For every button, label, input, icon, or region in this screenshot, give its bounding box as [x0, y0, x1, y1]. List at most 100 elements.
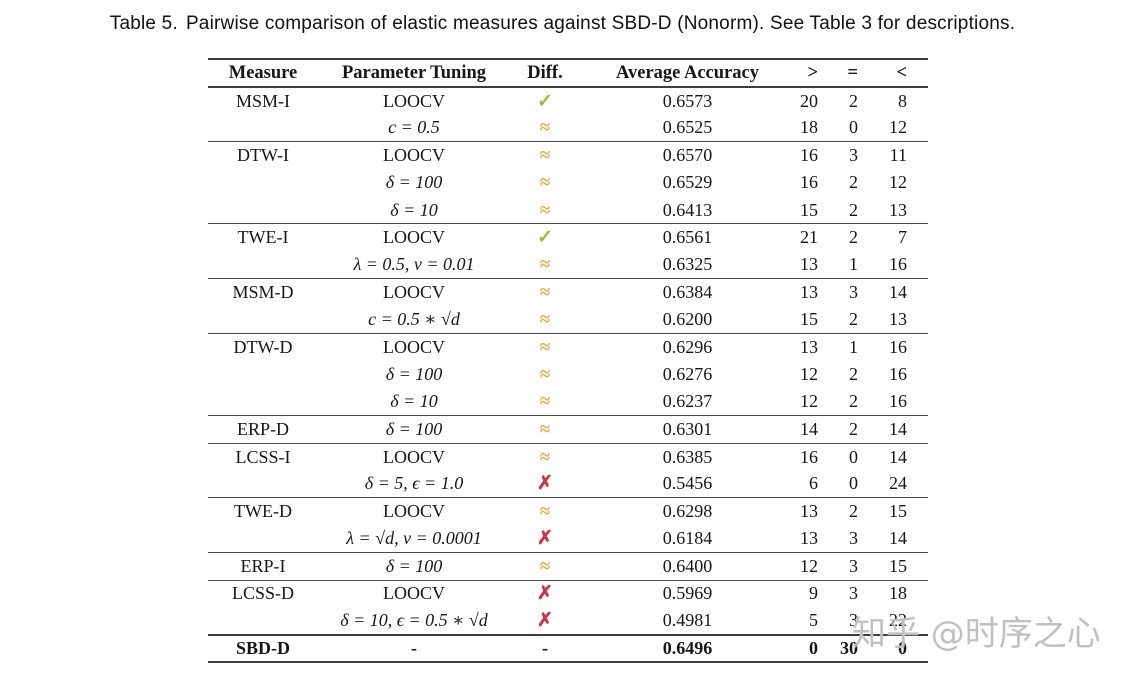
measure-cell [208, 470, 318, 497]
accuracy-cell: 0.6325 [662, 254, 713, 275]
losses-cell: 13 [889, 309, 907, 330]
diff-cell: ✗ [510, 607, 580, 634]
table-row: TWE-I LOOCV ✓ 0.6561 21 2 7 [208, 223, 928, 251]
table-row: c = 0.5 ≈0.6525 18 0 12 [208, 114, 928, 141]
parameter-cell: δ = 10 [390, 199, 438, 220]
wins-cell: 15 [800, 309, 818, 330]
losses-cell: 16 [889, 336, 907, 357]
table-row: λ = 0.5, ν = 0.01 ≈0.6325 13 1 16 [208, 251, 928, 278]
diff-cell: ≈ [510, 251, 580, 278]
losses-cell: 8 [898, 90, 907, 111]
table-row: DTW-I LOOCV ≈0.6570 16 3 11 [208, 141, 928, 169]
wins-cell: 12 [800, 555, 818, 576]
accuracy-cell: 0.6384 [662, 282, 713, 303]
parameter-cell: LOOCV [383, 501, 445, 522]
ties-cell: 0 [849, 446, 858, 467]
approx-icon: ≈ [539, 391, 551, 413]
table-body: MSM-I LOOCV ✓ 0.6573 20 2 8 c = 0.5 ≈0.6525 18 0 12… [208, 87, 928, 662]
col-header-less: < [896, 62, 907, 83]
measure-cell: ERP-D [236, 418, 289, 439]
accuracy-cell: 0.6385 [662, 446, 713, 467]
col-header-measure: Measure [228, 62, 298, 83]
measure-cell [208, 388, 318, 415]
accuracy-cell: 0.6561 [662, 227, 713, 248]
losses-cell: 7 [898, 227, 907, 248]
ties-cell: 3 [849, 282, 858, 303]
cross-icon: ✗ [537, 473, 553, 495]
accuracy-cell: 0.6570 [662, 145, 713, 166]
diff-cell: ≈ [510, 197, 580, 224]
losses-cell: 14 [889, 528, 907, 549]
accuracy-cell: 0.6276 [662, 364, 713, 385]
diff-cell: ≈ [510, 361, 580, 388]
ties-cell: 2 [849, 90, 858, 111]
ties-cell: 1 [849, 336, 858, 357]
cross-icon: ✗ [537, 610, 553, 632]
ties-cell: 3 [849, 555, 858, 576]
table-row: DTW-D LOOCV ≈0.6296 13 1 16 [208, 333, 928, 361]
col-header-parameter-tuning: Parameter Tuning [341, 62, 487, 83]
wins-cell: 21 [800, 227, 818, 248]
ties-cell: 1 [849, 254, 858, 275]
parameter-cell: δ = 100 [385, 172, 443, 193]
table-row: δ = 10, ϵ = 0.5 ∗ √d ✗ 0.4981 5 3 22 [208, 607, 928, 634]
losses-cell: 16 [889, 391, 907, 412]
diff-cell: ≈ [510, 443, 580, 470]
approx-icon: ≈ [539, 501, 551, 523]
losses-cell: 12 [889, 172, 907, 193]
wins-cell: 12 [800, 364, 818, 385]
losses-cell: 18 [889, 583, 907, 604]
col-header-average-accuracy: Average Accuracy [616, 62, 759, 83]
ties-cell: 2 [849, 199, 858, 220]
measure-cell: TWE-D [234, 501, 292, 522]
wins-cell: 15 [800, 199, 818, 220]
diff-cell: ≈ [510, 334, 580, 361]
measure-cell [208, 525, 318, 552]
approx-icon: ≈ [539, 172, 551, 194]
table-caption: Table 5. Pairwise comparison of elastic m… [0, 13, 1125, 35]
wins-cell: 9 [809, 583, 818, 604]
table-row: δ = 100 ≈0.6529 16 2 12 [208, 169, 928, 196]
check-icon: ✓ [537, 90, 553, 112]
approx-icon: ≈ [539, 336, 551, 358]
measure-cell: DTW-I [237, 145, 289, 166]
losses-cell: 12 [889, 117, 907, 138]
accuracy-cell: 0.6301 [662, 418, 713, 439]
ties-cell: 3 [849, 583, 858, 604]
diff-cell: ≈ [510, 553, 580, 580]
wins-cell: 18 [800, 117, 818, 138]
parameter-cell: LOOCV [383, 145, 445, 166]
diff-cell: - [510, 635, 580, 662]
table-row: δ = 10 ≈0.6237 12 2 16 [208, 388, 928, 415]
approx-icon: ≈ [539, 282, 551, 304]
losses-cell: 15 [889, 555, 907, 576]
table-row: LCSS-I LOOCV ≈0.6385 16 0 14 [208, 443, 928, 470]
parameter-cell: LOOCV [383, 282, 445, 303]
measure-cell: TWE-I [237, 227, 289, 248]
wins-cell: 13 [800, 336, 818, 357]
parameter-cell: δ = 100 [385, 555, 443, 576]
approx-icon: ≈ [539, 117, 551, 139]
diff-cell: ✓ [510, 224, 580, 251]
diff-cell: ≈ [510, 498, 580, 525]
table-row: λ = √d, ν = 0.0001 ✗ 0.6184 13 3 14 [208, 525, 928, 552]
ties-cell: 2 [849, 309, 858, 330]
parameter-cell: δ = 10 [390, 391, 438, 412]
measure-cell [208, 197, 318, 224]
parameter-cell: λ = 0.5, ν = 0.01 [353, 254, 475, 275]
wins-cell: 16 [800, 172, 818, 193]
table-row: ERP-I δ = 100 ≈0.6400 12 3 15 [208, 552, 928, 580]
measure-cell: LCSS-D [231, 583, 294, 604]
wins-cell: 13 [800, 254, 818, 275]
col-header-diff: Diff. [527, 62, 563, 83]
ties-cell: 2 [849, 172, 858, 193]
col-header-equal: = [847, 62, 858, 83]
accuracy-cell: 0.6525 [662, 117, 713, 138]
losses-cell: 0 [898, 638, 907, 658]
table-row: SBD-D - - 0.6496 0 30 0 [208, 634, 928, 662]
ties-cell: 0 [849, 473, 858, 494]
diff-cell: ≈ [510, 169, 580, 196]
accuracy-cell: 0.6529 [662, 172, 713, 193]
accuracy-cell: 0.6237 [662, 391, 713, 412]
losses-cell: 15 [889, 501, 907, 522]
